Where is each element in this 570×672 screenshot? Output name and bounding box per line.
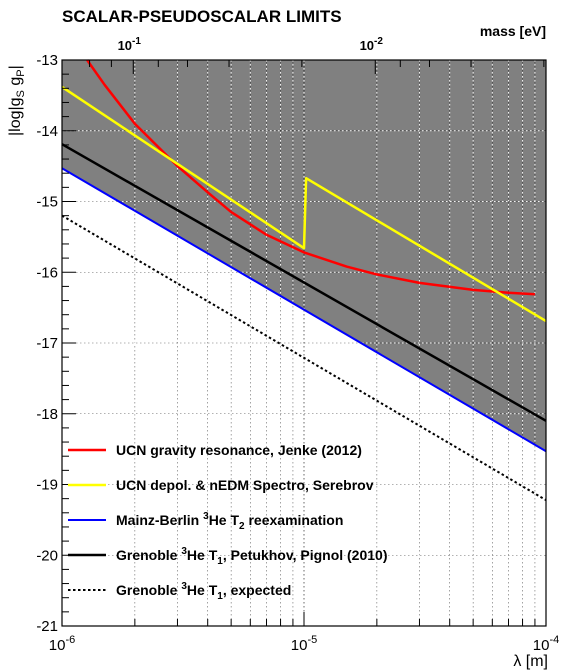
series-line-3 [61,167,547,453]
y-tick-label: -19 [36,477,58,494]
series-line-5 [61,214,547,501]
y-tick-label: -14 [36,123,58,140]
y-tick-label: -18 [36,406,58,423]
x-axis-label: λ [m] [513,653,548,670]
y-tick-label: -17 [36,335,58,352]
legend-label-1: UCN gravity resonance, Jenke (2012) [116,442,362,458]
grid-lines [62,60,546,626]
y-axis-label: |log|gS gP| [7,65,27,136]
legend-label-2: UCN depol. & nEDM Spectro, Serebrov [116,477,374,493]
y-tick-label: -15 [36,194,58,211]
series-lines [61,59,547,501]
series-line-4 [61,143,547,422]
series-line-1 [86,59,535,296]
chart-title: SCALAR-PSEUDOSCALAR LIMITS [62,7,342,26]
y-tick-label: -13 [36,52,58,69]
series-line-2 [61,85,547,323]
y-tick-label: -20 [36,547,58,564]
y-tick-label: -16 [36,264,58,281]
legend-label-5: Grenoble 3He T1, expected [116,581,291,602]
excluded-region [62,60,546,452]
excluded-area [62,60,546,452]
legend-label-3: Mainz-Berlin 3He T2 reexamination [116,511,343,532]
top-axis-label: mass [eV] [480,23,546,39]
legend: UCN gravity resonance, Jenke (2012) UCN d… [68,442,388,602]
legend-label-4: Grenoble 3He T1, Petukhov, Pignol (2010) [116,546,388,567]
y-tick-label: -21 [36,618,58,635]
